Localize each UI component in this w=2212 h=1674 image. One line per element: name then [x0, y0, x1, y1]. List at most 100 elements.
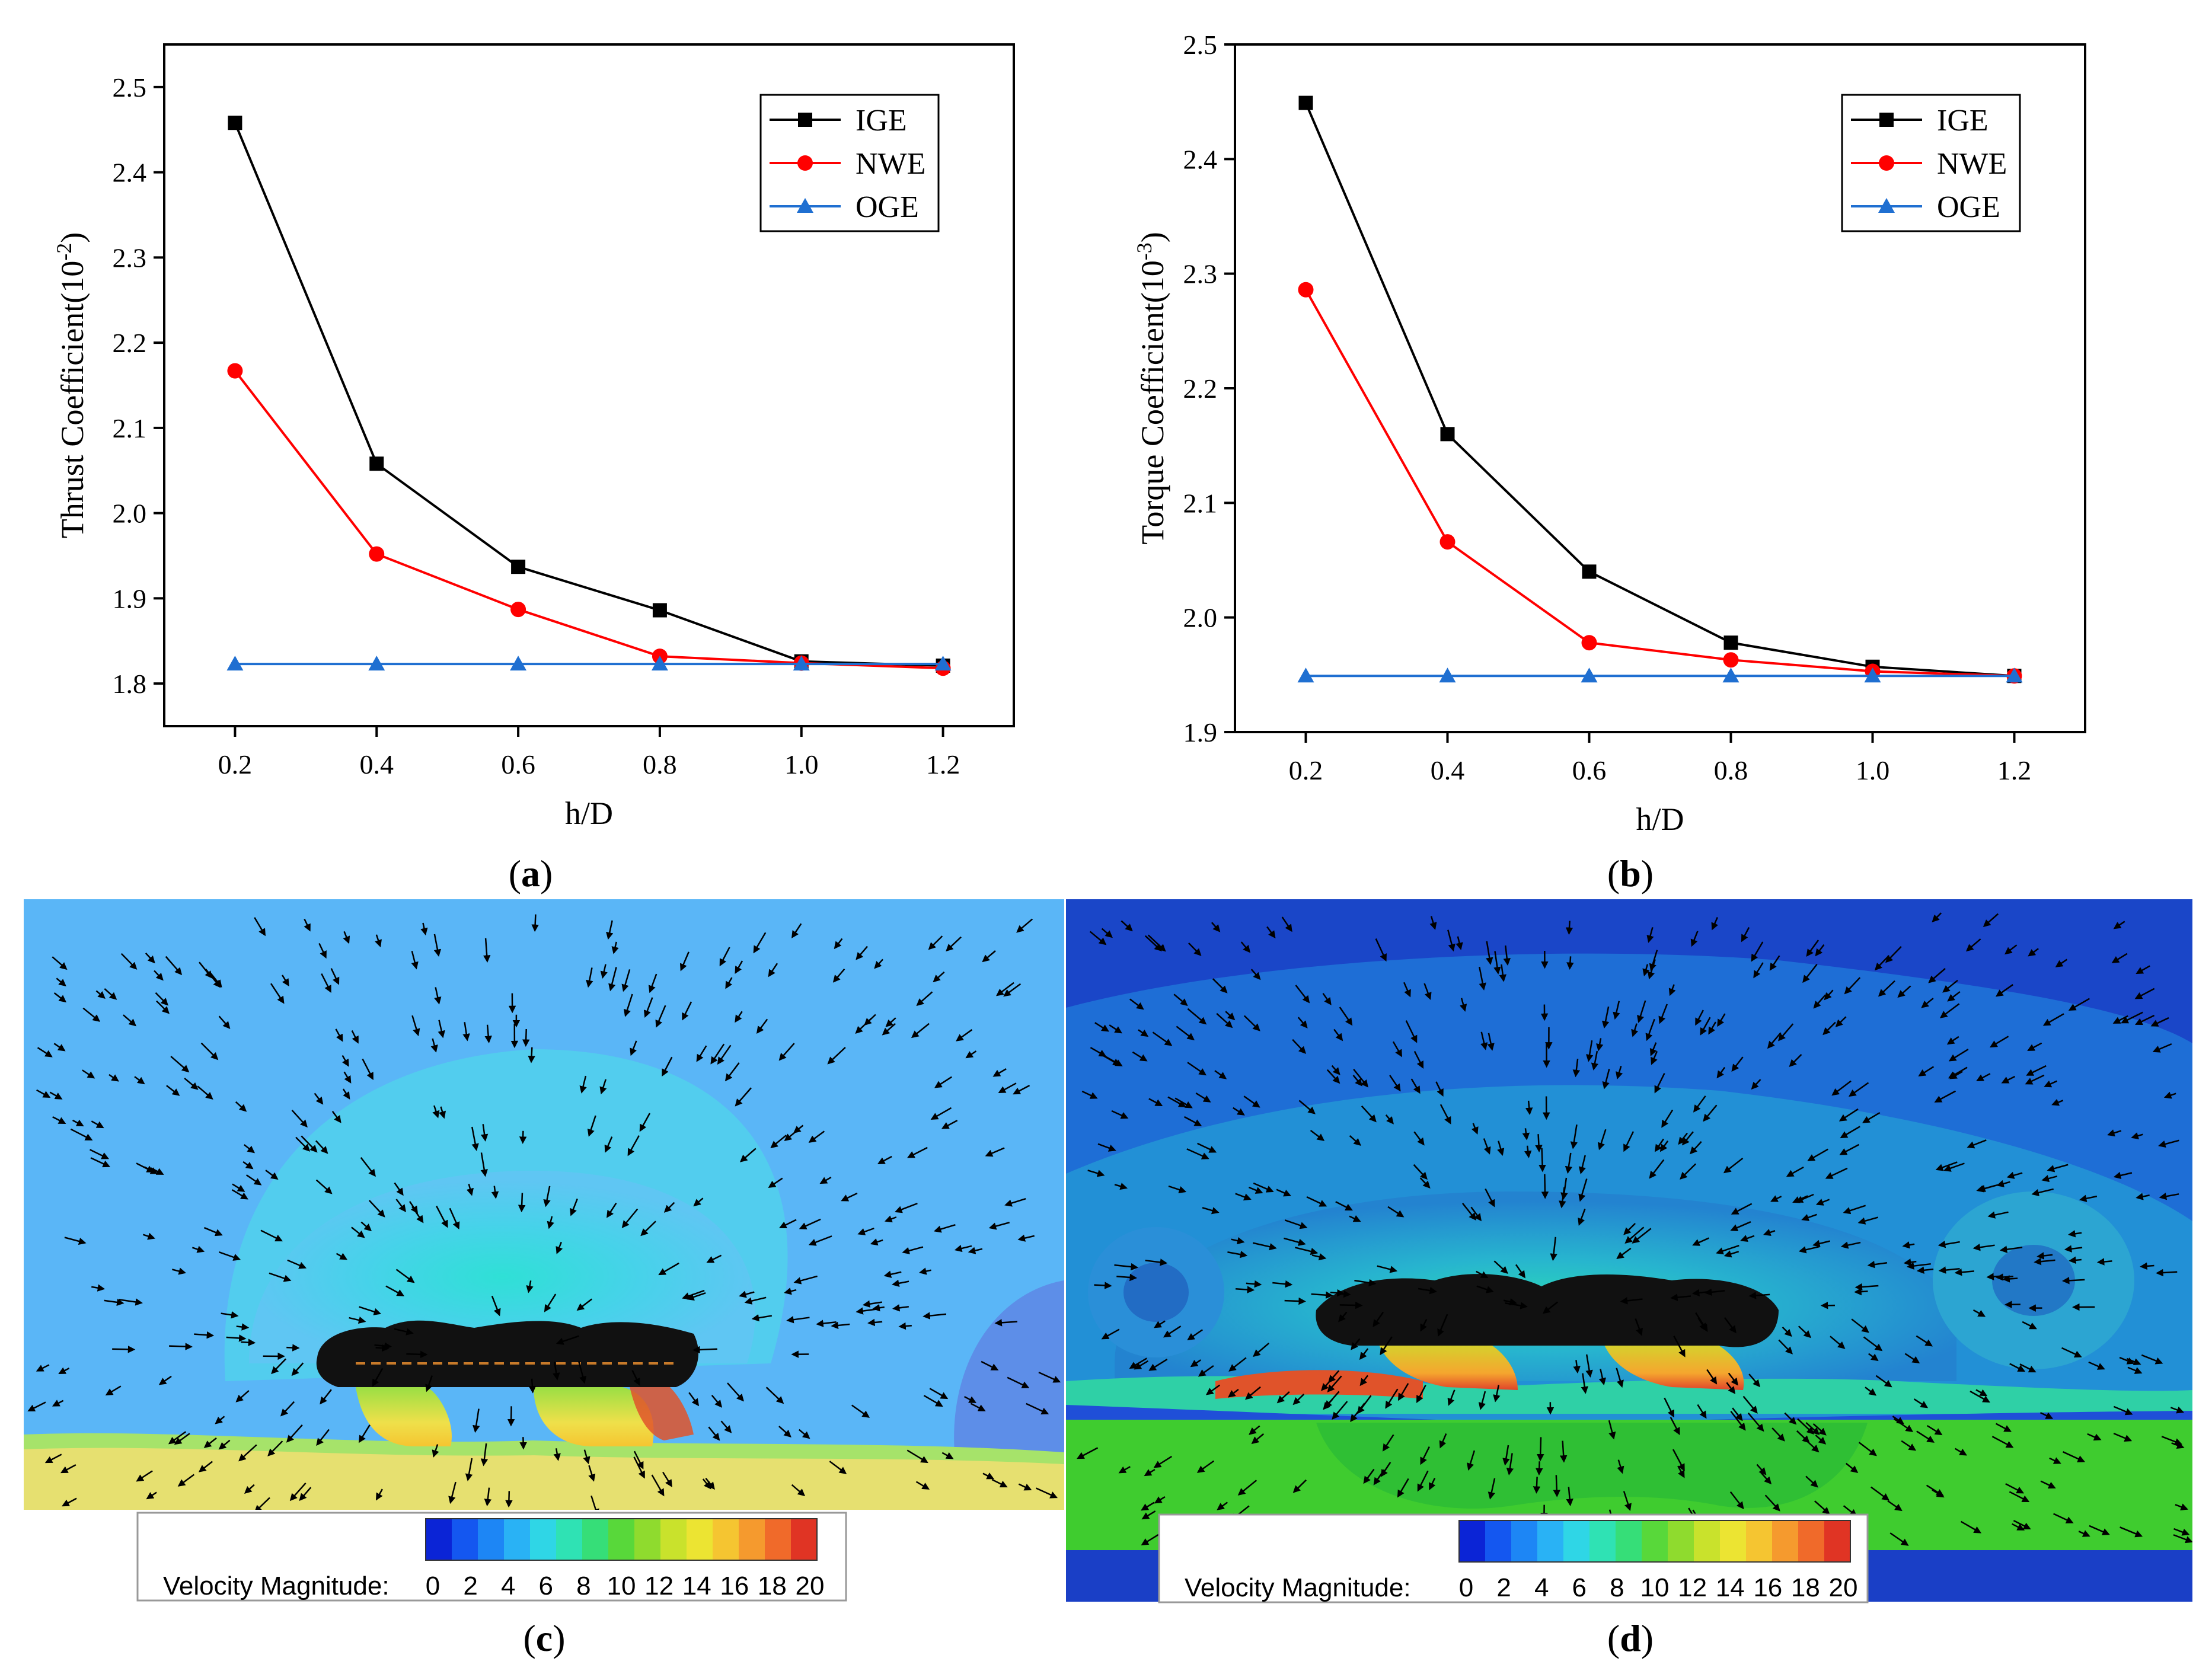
velocity-vector: [321, 973, 331, 993]
velocity-vector: [1121, 920, 1133, 932]
velocity-vector: [1751, 1079, 1761, 1090]
velocity-vector: [1243, 1095, 1260, 1108]
velocity-vector: [2158, 1139, 2179, 1148]
velocity-vector: [1946, 1036, 1959, 1045]
velocity-vector: [693, 1197, 704, 1207]
velocity-vector: [1382, 1434, 1394, 1452]
velocity-vector: [621, 969, 631, 992]
velocity-vector: [1502, 1445, 1510, 1466]
velocity-vector: [1703, 1104, 1718, 1122]
velocity-vector: [1087, 1170, 1105, 1177]
velocity-vector: [420, 922, 428, 936]
velocity-vector: [1996, 1180, 2010, 1187]
velocity-vector: [1349, 1215, 1361, 1222]
velocity-vector: [1076, 1447, 1099, 1459]
velocity-vector: [1741, 927, 1750, 943]
chart-a-plot-frame: [163, 43, 1015, 727]
caption-d: (d): [1607, 1617, 1654, 1659]
velocity-vector: [1748, 1373, 1761, 1388]
velocity-vector: [894, 1202, 918, 1213]
velocity-vector: [744, 1296, 767, 1305]
velocity-vector: [171, 1267, 187, 1275]
velocity-vector: [2005, 1483, 2025, 1494]
velocity-vector: [1954, 1269, 1975, 1276]
velocity-vector: [1789, 1054, 1802, 1067]
velocity-vector: [1935, 1161, 1958, 1171]
velocity-vector: [663, 1202, 675, 1213]
caption-b-letter: b: [1620, 852, 1641, 894]
velocity-vector: [778, 1043, 795, 1061]
velocity-vector: [1163, 1325, 1182, 1338]
velocity-vector: [1173, 993, 1188, 1007]
velocity-vector: [2064, 1245, 2083, 1253]
velocity-vector: [265, 1170, 279, 1180]
velocity-vector: [1815, 1435, 1827, 1445]
y-tick-label: 2.5: [113, 72, 147, 103]
velocity-vector: [916, 991, 933, 1007]
velocity-vector: [1330, 1289, 1345, 1297]
series-line-ige: [1304, 102, 2015, 678]
velocity-vector: [784, 1129, 800, 1142]
colorbar-swatch: [1537, 1520, 1564, 1562]
velocity-vector: [1654, 1138, 1664, 1152]
colorbar-tick-label: 16: [1753, 1573, 1782, 1602]
velocity-vector: [1778, 1023, 1794, 1042]
velocity-vector: [1145, 1258, 1168, 1266]
velocity-vector: [687, 1292, 706, 1301]
velocity-vector: [627, 1135, 640, 1157]
velocity-vector: [1026, 1403, 1049, 1415]
velocity-vector: [243, 1144, 256, 1154]
velocity-vector: [1928, 967, 1946, 983]
velocity-vector: [874, 959, 884, 969]
velocity-vector: [556, 1241, 563, 1254]
velocity-vector: [1359, 1375, 1369, 1387]
velocity-vector: [956, 1029, 973, 1042]
caption-b: (b): [1607, 852, 1654, 894]
velocity-vector: [599, 1079, 607, 1095]
velocity-vector: [1363, 1468, 1375, 1484]
velocity-vector: [2088, 1361, 2105, 1370]
velocity-vector: [1403, 982, 1411, 998]
velocity-vector: [735, 1087, 752, 1107]
velocity-vector: [1385, 1114, 1394, 1124]
velocity-vector: [2111, 953, 2128, 963]
velocity-vector: [791, 1484, 806, 1497]
x-tick-label: 1.0: [1856, 755, 1890, 785]
velocity-vector: [1311, 1291, 1333, 1299]
velocity-vector: [1825, 1167, 1848, 1179]
velocity-vector: [708, 1426, 720, 1441]
velocity-vector: [1298, 1100, 1316, 1114]
velocity-vector: [711, 1395, 723, 1408]
velocity-vector: [1217, 1502, 1228, 1510]
velocity-vector: [1716, 1244, 1739, 1255]
velocity-vector: [1839, 1143, 1860, 1155]
panel-d-right-vortex-core: [1992, 1245, 2075, 1316]
velocity-vector: [1999, 1245, 2023, 1253]
velocity-vector: [142, 1232, 155, 1240]
velocity-vector: [2022, 1321, 2037, 1330]
velocity-vector: [2009, 1363, 2026, 1372]
velocity-vector: [1805, 1475, 1818, 1488]
velocity-vector: [1188, 942, 1202, 956]
velocity-vector: [1637, 1000, 1646, 1023]
velocity-vector: [1726, 1382, 1736, 1394]
velocity-vector: [1397, 1383, 1409, 1401]
velocity-vector: [696, 1045, 707, 1062]
velocity-vector: [717, 1044, 732, 1065]
velocity-vector: [145, 953, 155, 964]
velocity-vector: [1488, 1478, 1496, 1500]
velocity-vector: [1716, 1066, 1726, 1079]
velocity-vector: [1003, 983, 1022, 997]
velocity-vector: [1871, 1486, 1890, 1501]
colorbar-swatch: [687, 1519, 713, 1560]
velocity-vector: [2053, 1513, 2074, 1523]
velocity-vector: [735, 960, 743, 975]
velocity-vector: [1537, 1437, 1544, 1462]
velocity-vector: [432, 1444, 439, 1458]
velocity-vector: [608, 967, 617, 992]
velocity-vector: [491, 1186, 499, 1199]
velocity-vector: [902, 1246, 924, 1254]
velocity-vector: [1901, 1440, 1917, 1451]
velocity-vector: [1731, 1203, 1753, 1215]
velocity-vector: [1769, 955, 1780, 971]
